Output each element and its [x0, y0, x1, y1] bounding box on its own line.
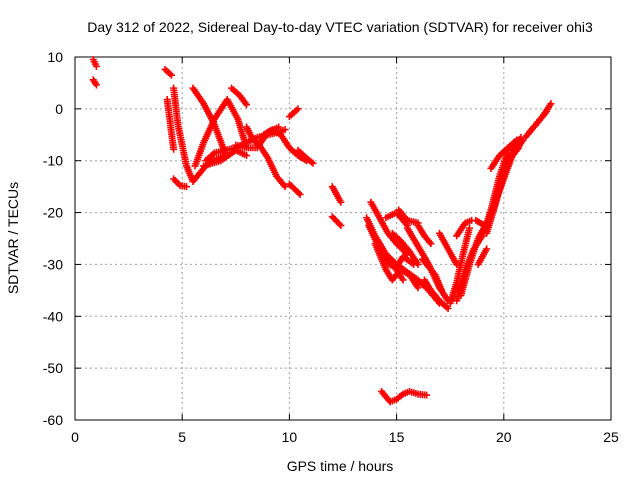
track-track-32 [420, 276, 452, 313]
track-track-11 [228, 84, 251, 109]
data-point [547, 100, 555, 108]
track-track-31 [418, 255, 446, 294]
plot-frame [74, 56, 612, 421]
data-point [170, 145, 178, 153]
track-track-02 [89, 76, 100, 89]
data-point [414, 284, 422, 292]
track-track-06 [170, 175, 190, 191]
data-point [309, 159, 317, 167]
track-track-18 [285, 180, 304, 198]
x-tick-label: 5 [178, 429, 186, 445]
track-track-33 [435, 229, 461, 268]
data-point [414, 260, 422, 268]
data-point [335, 220, 343, 228]
data-point [167, 71, 175, 79]
track-track-01 [89, 56, 100, 70]
track-track-17 [294, 146, 317, 167]
grid-lines [75, 57, 611, 420]
y-axis-label: SDTVAR / TECUs [5, 182, 21, 294]
x-tick-label: 20 [496, 429, 512, 445]
x-tick-label: 15 [389, 429, 405, 445]
data-point [337, 222, 345, 230]
track-track-03 [161, 65, 175, 79]
y-tick-label: 0 [55, 101, 63, 117]
data-point [296, 190, 304, 198]
track-track-19 [328, 183, 345, 206]
track-track-36 [453, 216, 476, 240]
track-track-15 [285, 105, 302, 121]
track-track-41 [489, 144, 523, 214]
y-tick-label: -40 [43, 308, 63, 324]
x-tick-label: 25 [603, 429, 619, 445]
data-point [294, 105, 302, 113]
track-track-08 [191, 96, 251, 170]
y-tick-label: -10 [43, 153, 63, 169]
data-point [513, 136, 521, 144]
data-point [243, 101, 251, 109]
track-track-34 [446, 224, 473, 307]
data-point [515, 144, 523, 152]
track-track-30 [414, 222, 435, 248]
data-point [427, 240, 435, 248]
data-point [337, 198, 345, 206]
track-track-20 [328, 213, 345, 230]
data-point [281, 183, 289, 191]
track-track-38 [474, 245, 491, 268]
track-track-45 [378, 387, 431, 406]
data-point [444, 305, 452, 313]
y-tick-label: -50 [43, 360, 63, 376]
data-point [295, 189, 303, 197]
data-point [275, 123, 283, 131]
track-track-13 [243, 123, 289, 191]
data-point [438, 286, 446, 294]
x-axis-label: GPS time / hours [287, 458, 394, 474]
axis-ticks: 0 5 10 15 20 25 -60 -50 -40 -30 -20 -10 0 10 [43, 49, 619, 445]
track-track-26 [382, 250, 407, 284]
y-tick-label: 10 [47, 49, 63, 65]
track-track-42 [487, 136, 521, 172]
track-track-24 [371, 240, 422, 292]
track-track-04 [163, 96, 178, 153]
x-tick-label: 10 [282, 429, 298, 445]
data-point [281, 126, 289, 134]
data-points [89, 56, 555, 406]
data-point [543, 107, 551, 115]
data-point [92, 81, 100, 89]
track-track-07 [189, 84, 229, 157]
track-track-27 [388, 229, 422, 268]
data-point [423, 391, 431, 399]
y-tick-label: -20 [43, 205, 63, 221]
y-tick-label: -30 [43, 256, 63, 272]
data-point [243, 152, 251, 160]
y-tick-label: -60 [43, 412, 63, 428]
data-point [92, 62, 100, 70]
track-track-44 [526, 107, 551, 136]
data-point [465, 224, 473, 232]
x-tick-label: 0 [71, 429, 79, 445]
data-point [399, 276, 407, 284]
track-track-14 [260, 126, 293, 152]
data-point [483, 245, 491, 253]
data-point [182, 183, 190, 191]
chart-title: Day 312 of 2022, Sidereal Day-to-day VTE… [87, 19, 593, 35]
